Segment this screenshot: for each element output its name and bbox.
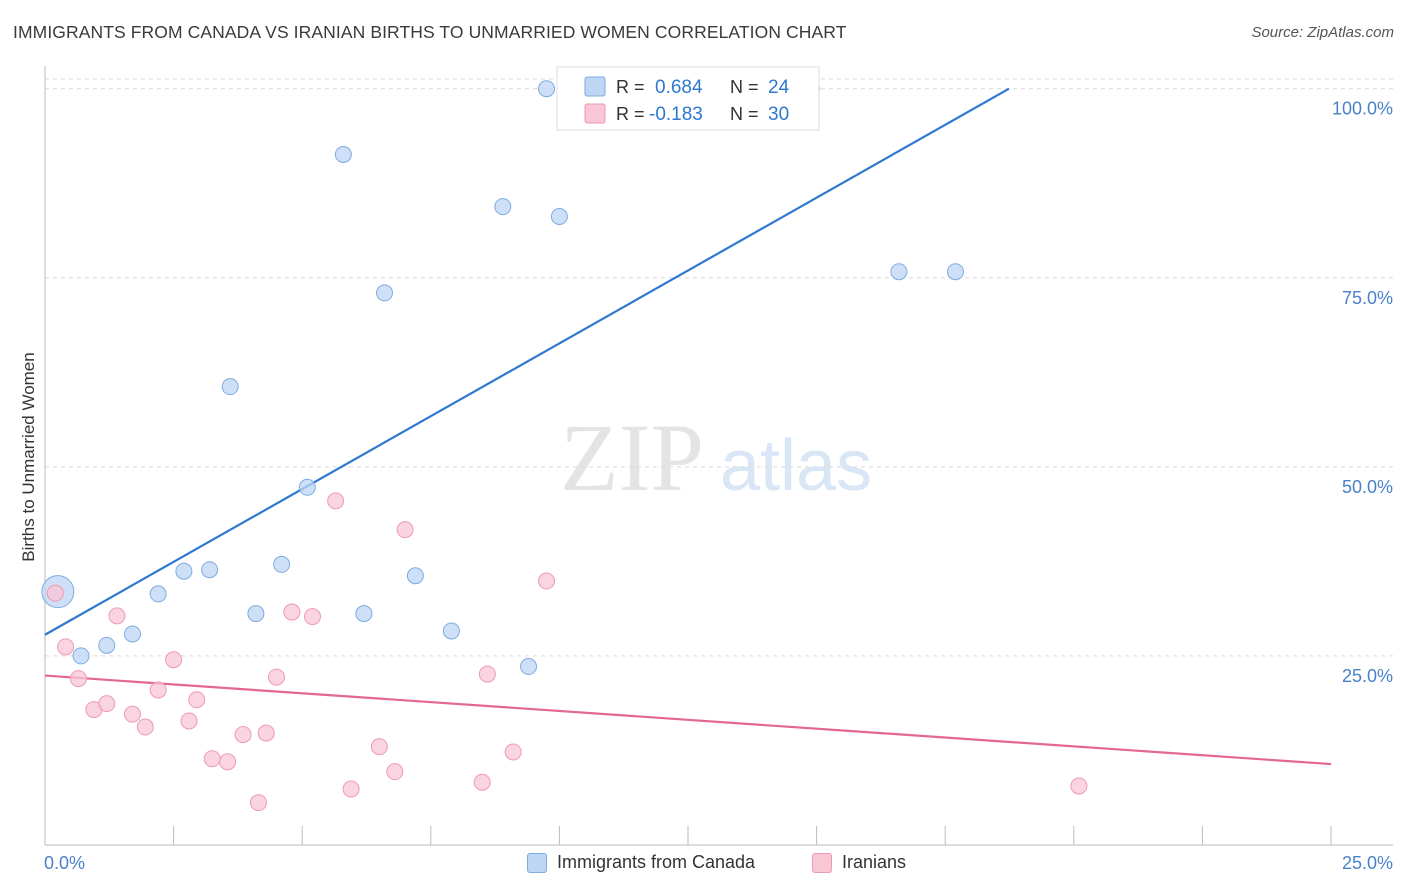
iranians-point (203, 750, 221, 768)
legend-r-value-2: -0.183 (649, 104, 703, 125)
canada-point (149, 585, 167, 603)
y-tick-label: 75.0% (1342, 288, 1393, 308)
iranians-point (1070, 777, 1088, 795)
canada-point (201, 561, 219, 579)
legend-swatch-canada (527, 852, 547, 873)
canada-point (72, 647, 90, 665)
trend-lines (44, 87, 1332, 766)
legend-swatch-iranians (812, 852, 832, 873)
canada-point (538, 80, 556, 98)
canada-point (550, 208, 568, 226)
iranians-trend-line (44, 674, 1332, 766)
iranians-point (149, 681, 167, 699)
watermark-atlas: atlas (720, 426, 872, 506)
iranians-point (219, 753, 237, 771)
iranians-point (303, 608, 321, 626)
iranians-point (396, 521, 414, 539)
iranians-point (180, 712, 198, 730)
iranians-point (386, 763, 404, 781)
watermark-zip: ZIP (560, 404, 704, 511)
legend-label-iranians: Iranians (842, 852, 907, 872)
legend-item-iranians[interactable]: Iranians (812, 852, 906, 873)
iranians-point (504, 743, 522, 761)
iranians-point (46, 584, 64, 602)
iranians-point (538, 572, 556, 590)
iranians-point (69, 670, 87, 688)
canada-point (890, 263, 908, 281)
canada-point (247, 605, 265, 623)
iranians-point (108, 607, 126, 625)
legend-n-label-1: N = (730, 77, 759, 97)
legend-swatch-blue (584, 76, 606, 97)
iranians-point (478, 665, 496, 683)
canada-trend-line (44, 87, 1010, 636)
iranians-point (283, 603, 301, 621)
legend-r-label-2: R = (616, 104, 645, 124)
iranians-point (267, 668, 285, 686)
canada-point (298, 478, 316, 496)
canada-point (494, 198, 512, 216)
canada-point (98, 636, 116, 654)
canada-point (376, 284, 394, 302)
chart-source: Source: ZipAtlas.com (1251, 24, 1394, 41)
canada-point (406, 567, 424, 585)
iranians-point (327, 492, 345, 510)
iranians-point (136, 718, 154, 736)
y-tick-label: 100.0% (1332, 99, 1393, 119)
axes: 25.0% 50.0% 75.0% 100.0% 0.0% 25.0% (44, 66, 1393, 873)
iranians-point (257, 724, 275, 742)
x-tick-label: 25.0% (1342, 853, 1393, 873)
data-points (41, 80, 1088, 812)
iranians-point (98, 695, 116, 713)
iranians-point (473, 773, 491, 791)
iranians-point (342, 780, 360, 798)
gridlines (45, 78, 1393, 657)
series-legend: Immigrants from Canada Iranians (0, 852, 1406, 878)
legend-swatch-pink (584, 103, 606, 124)
legend-n-value-2: 30 (768, 104, 789, 125)
legend-n-label-2: N = (730, 104, 759, 124)
y-tick-label: 50.0% (1342, 477, 1393, 497)
canada-point (123, 625, 141, 643)
stats-legend: R = 0.684 N = 24 R = -0.183 N = 30 (556, 66, 820, 131)
canada-point (273, 555, 291, 573)
canada-point (946, 263, 964, 281)
iranians-point (165, 651, 183, 669)
legend-r-label-1: R = (616, 77, 645, 97)
y-tick-label: 25.0% (1342, 666, 1393, 686)
legend-r-value-1: 0.684 (655, 77, 703, 98)
iranians-point (123, 705, 141, 723)
canada-point (334, 145, 352, 163)
iranians-point (188, 691, 206, 709)
canada-point (175, 562, 193, 580)
canada-point (355, 605, 373, 623)
iranians-point (370, 738, 388, 756)
canada-point (221, 378, 239, 396)
y-axis-title: Births to Unmarried Women (19, 352, 38, 561)
iranians-point (249, 794, 267, 812)
canada-point (520, 658, 538, 676)
canada-point (442, 622, 460, 640)
chart-title: IMMIGRANTS FROM CANADA VS IRANIAN BIRTHS… (13, 22, 847, 42)
legend-item-canada[interactable]: Immigrants from Canada (527, 852, 755, 873)
iranians-point (57, 638, 75, 656)
x-tick-label: 0.0% (44, 853, 85, 873)
iranians-point (234, 726, 252, 744)
legend-label-canada: Immigrants from Canada (557, 852, 756, 872)
legend-n-value-1: 24 (768, 77, 790, 98)
